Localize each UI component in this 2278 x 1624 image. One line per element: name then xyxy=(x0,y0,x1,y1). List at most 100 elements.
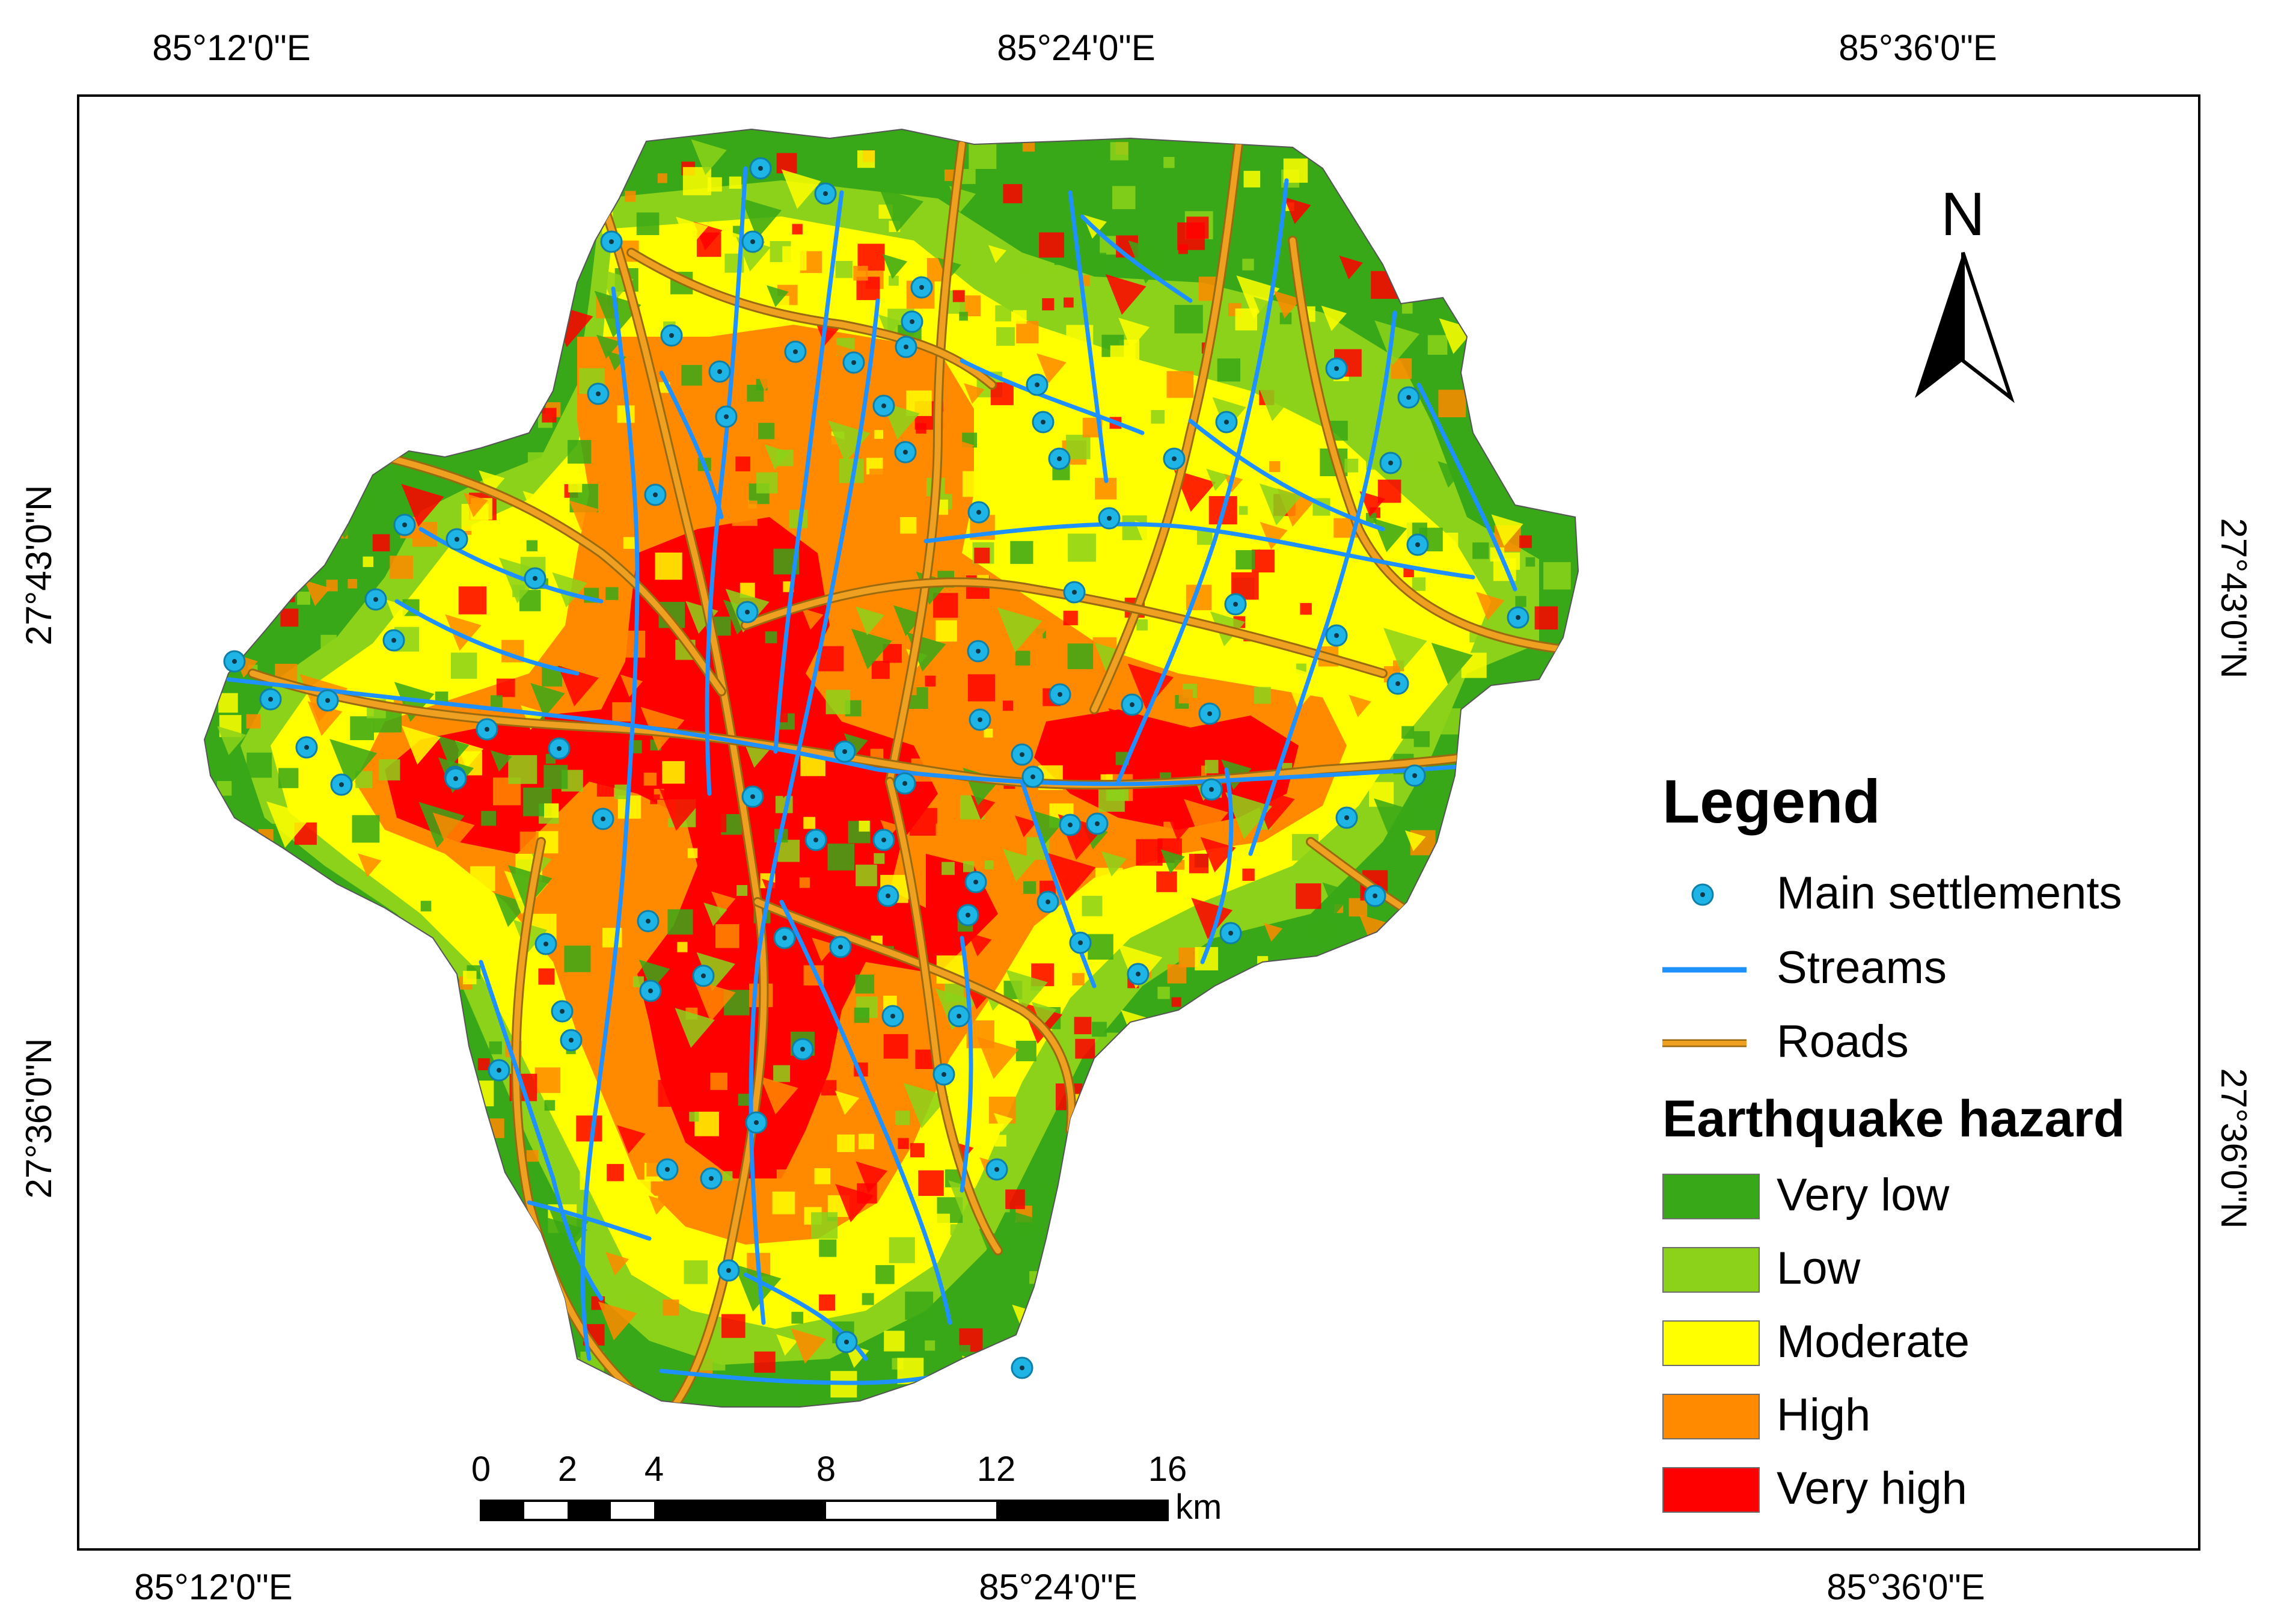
legend-label-moderate: Moderate xyxy=(1777,1316,1970,1367)
settlement-dot-icon xyxy=(488,1059,510,1082)
settlement-dot-icon xyxy=(1021,765,1044,788)
top-lon-label-2: 85°24'0"E xyxy=(997,28,1156,68)
scale-unit: km xyxy=(1175,1488,1222,1527)
settlement-dot-icon xyxy=(1036,890,1059,913)
settlement-dot-icon xyxy=(700,1167,723,1190)
settlement-dot-icon xyxy=(1386,672,1409,695)
settlement-dot-icon xyxy=(1325,357,1348,380)
settlement-dot-icon xyxy=(1198,702,1221,725)
settlement-dot-icon xyxy=(741,230,764,253)
scale-tick-16: 16 xyxy=(1148,1450,1187,1489)
map-frame xyxy=(77,94,2200,1551)
settlement-dot-icon xyxy=(910,276,933,299)
legend-swatch-very-high xyxy=(1662,1467,1760,1513)
scale-tick-0: 0 xyxy=(471,1450,491,1489)
settlement-dot-icon xyxy=(656,1158,679,1181)
settlement-dot-icon xyxy=(1032,411,1055,434)
settlement-dot-icon xyxy=(791,1038,814,1061)
settlement-dot-icon xyxy=(551,1000,574,1023)
settlement-dot-icon xyxy=(814,182,837,205)
settlement-dot-icon xyxy=(985,1158,1008,1181)
settlement-dot-icon xyxy=(967,501,990,524)
settlement-dot-icon xyxy=(644,483,667,506)
legend-label-low: Low xyxy=(1777,1243,1861,1294)
settlement-dot-icon xyxy=(842,351,865,374)
settlement-dot-icon xyxy=(1121,693,1144,716)
settlement-dot-icon xyxy=(316,689,339,712)
settlement-dot-icon xyxy=(592,807,614,830)
settlement-dot-icon xyxy=(872,829,895,851)
settlement-dot-icon xyxy=(749,157,772,180)
settlement-dot-icon xyxy=(969,708,991,731)
settlement-dot-icon xyxy=(1403,764,1426,787)
settlement-dot-icon xyxy=(715,405,738,428)
settlement-dot-icon xyxy=(833,740,856,763)
legend-label-roads: Roads xyxy=(1777,1016,1909,1067)
settlement-dot-icon xyxy=(587,382,610,405)
settlement-dot-icon xyxy=(717,1259,740,1282)
settlement-dot-icon xyxy=(1026,373,1049,396)
settlement-dot-icon xyxy=(964,871,987,893)
settlement-dot-icon xyxy=(600,230,623,253)
settlement-dot-icon xyxy=(1063,581,1086,604)
legend-swatch-high xyxy=(1662,1394,1760,1439)
settlement-dot-icon xyxy=(829,936,852,958)
settlement-dot-icon xyxy=(1163,447,1186,470)
settlement-dot-icon xyxy=(901,310,923,333)
settlement-dot-icon xyxy=(745,1111,768,1134)
legend-label-very-high: Very high xyxy=(1777,1463,1967,1514)
scale-tick-12: 12 xyxy=(976,1450,1016,1489)
bottom-lon-label-2: 85°24'0"E xyxy=(979,1567,1137,1607)
legend-label-settlements: Main settlements xyxy=(1777,868,2122,919)
settlement-dot-icon xyxy=(1219,922,1242,945)
settlement-dot-icon xyxy=(1379,452,1402,474)
settlement-dot-icon xyxy=(932,1063,955,1086)
settlement-dot-icon xyxy=(330,773,353,796)
settlement-dot-icon xyxy=(1127,963,1150,985)
settlement-dot-icon xyxy=(444,767,467,790)
top-lon-label-3: 85°36'0"E xyxy=(1839,28,1997,68)
settlement-dot-icon xyxy=(1011,743,1033,766)
settlement-dot-icon xyxy=(736,601,759,624)
settlement-dot-icon xyxy=(957,904,979,927)
legend-swatch-moderate xyxy=(1662,1320,1760,1366)
settlement-dot-icon xyxy=(1335,806,1358,829)
settlement-dot-icon xyxy=(877,884,899,907)
settlement-dot-icon xyxy=(382,629,405,652)
settlement-dot-icon xyxy=(1224,593,1247,616)
settlement-dot-icon xyxy=(708,360,731,383)
settlement-dot-icon xyxy=(660,324,683,347)
settlement-dot-icon xyxy=(804,829,827,851)
scale-tick-4: 4 xyxy=(644,1450,664,1489)
settlement-dot-icon xyxy=(524,567,547,590)
settlement-dot-icon xyxy=(881,1005,904,1028)
settlement-dot-icon xyxy=(967,640,990,663)
settlement-dot-icon xyxy=(784,340,807,363)
bottom-lon-label-1: 85°12'0"E xyxy=(134,1567,293,1607)
legend-label-streams: Streams xyxy=(1777,942,1947,993)
settlement-dot-icon xyxy=(948,1005,970,1028)
settlement-dot-icon xyxy=(1364,884,1386,907)
legend-swatch-very-low xyxy=(1662,1174,1760,1219)
settlement-dot-icon xyxy=(1086,812,1109,835)
settlement-dot-icon xyxy=(445,528,468,551)
settlement-dot-icon xyxy=(1325,624,1348,647)
settlement-dot-icon xyxy=(639,979,662,1002)
settlement-dot-icon xyxy=(548,737,571,760)
settlement-dot-icon xyxy=(1507,606,1529,629)
settlement-dot-icon xyxy=(1011,1356,1033,1379)
settlement-dot-icon xyxy=(637,910,660,933)
settlement-dot-icon xyxy=(1098,507,1121,530)
settlement-dot-icon xyxy=(1215,411,1238,434)
top-lon-label-1: 85°12'0"E xyxy=(152,28,311,68)
settlement-dot-icon xyxy=(560,1029,583,1052)
legend-hazard-title: Earthquake hazard xyxy=(1662,1090,2125,1148)
settlement-dot-icon xyxy=(872,394,895,417)
settlement-dot-icon xyxy=(692,964,715,987)
legend-label-very-low: Very low xyxy=(1777,1169,1950,1221)
settlement-dot-icon xyxy=(1069,931,1092,954)
settlement-dot-icon xyxy=(894,441,917,464)
settlement-dot-icon xyxy=(1059,814,1082,836)
settlement-dot-icon xyxy=(1200,778,1223,801)
